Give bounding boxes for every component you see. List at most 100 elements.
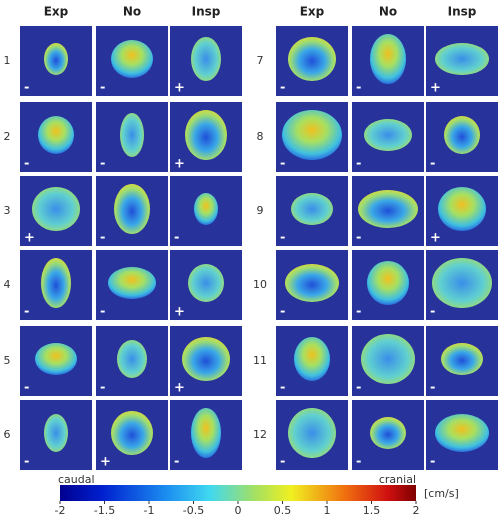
row-label: 5 <box>4 354 11 367</box>
sign: - <box>430 455 435 470</box>
sign: - <box>280 157 285 172</box>
flow-blob <box>358 190 418 228</box>
sign: - <box>356 455 361 470</box>
sign: + <box>430 81 441 96</box>
column-header: Insp <box>448 5 477 19</box>
sign: + <box>24 231 35 246</box>
tick-label: 0.5 <box>274 504 292 517</box>
flow-blob <box>38 116 74 154</box>
panels: Exp No Insp Exp No Insp 1 - - +2 - - +3 + - - 4 - - +5 - - +6 -… <box>4 5 498 470</box>
sign: + <box>174 381 185 396</box>
tick-label: -2 <box>55 504 66 517</box>
sign: + <box>174 305 185 320</box>
sign: + <box>430 231 441 246</box>
row-label: 8 <box>257 130 264 143</box>
colorbar-right-label: cranial <box>379 473 416 486</box>
flow-blob <box>35 343 77 375</box>
flow-blob <box>111 411 153 455</box>
column-header: No <box>123 5 141 19</box>
flow-blob <box>370 417 406 449</box>
sign: + <box>100 455 111 470</box>
flow-blob <box>108 267 156 299</box>
flow-blob <box>194 193 218 225</box>
flow-blob <box>41 258 71 308</box>
sign: + <box>174 81 185 96</box>
colorbar <box>60 485 416 501</box>
tick-label: 0 <box>235 504 242 517</box>
flow-blob <box>117 340 147 378</box>
sign: - <box>100 381 105 396</box>
sign: - <box>24 81 29 96</box>
row-label: 3 <box>4 204 11 217</box>
tick-label: 1.5 <box>363 504 381 517</box>
sign: - <box>24 381 29 396</box>
flow-blob <box>191 408 221 458</box>
flow-blob <box>288 37 336 81</box>
row-label: 7 <box>257 54 264 67</box>
sign: - <box>356 81 361 96</box>
flow-blob <box>435 43 489 75</box>
flow-blob <box>444 116 480 154</box>
row-label: 4 <box>4 278 11 291</box>
column-header: Exp <box>44 5 69 19</box>
flow-blob <box>291 193 333 225</box>
sign: - <box>280 231 285 246</box>
row-label: 11 <box>253 354 267 367</box>
sign: - <box>100 305 105 320</box>
sign: + <box>174 157 185 172</box>
column-header: No <box>379 5 397 19</box>
row-label: 1 <box>4 54 11 67</box>
flow-blob <box>191 37 221 81</box>
flow-blob <box>111 40 153 78</box>
sign: - <box>24 157 29 172</box>
sign: - <box>356 381 361 396</box>
flow-blob <box>367 261 409 305</box>
flow-blob <box>44 414 68 452</box>
flow-blob <box>285 264 339 302</box>
flow-blob <box>364 119 412 151</box>
tick-label: 1 <box>324 504 331 517</box>
sign: - <box>356 157 361 172</box>
sign: - <box>174 231 179 246</box>
colorbar-left-label: caudal <box>58 473 95 486</box>
flow-blob <box>294 337 330 381</box>
tick-label: 2 <box>413 504 420 517</box>
sign: - <box>280 305 285 320</box>
row-label: 9 <box>257 204 264 217</box>
tick-label: -1.5 <box>94 504 115 517</box>
tick-label: -1 <box>144 504 155 517</box>
flow-blob <box>185 110 227 160</box>
flow-blob <box>370 34 406 84</box>
sign: - <box>24 305 29 320</box>
flow-blob <box>432 258 492 308</box>
sign: - <box>100 81 105 96</box>
column-header: Exp <box>300 5 325 19</box>
flow-blob <box>182 337 230 381</box>
sign: - <box>100 231 105 246</box>
flow-blob <box>288 408 336 458</box>
sign: - <box>280 381 285 396</box>
sign: - <box>100 157 105 172</box>
sign: - <box>356 231 361 246</box>
flow-blob <box>438 187 486 231</box>
tick-label: -0.5 <box>183 504 204 517</box>
row-label: 12 <box>253 428 267 441</box>
sign: - <box>280 81 285 96</box>
row-label: 10 <box>253 278 267 291</box>
sign: - <box>430 381 435 396</box>
flow-blob <box>435 414 489 452</box>
flow-blob <box>361 334 415 384</box>
sign: - <box>280 455 285 470</box>
flow-blob <box>188 264 224 302</box>
flow-blob <box>114 184 150 234</box>
sign: - <box>174 455 179 470</box>
sign: - <box>430 305 435 320</box>
flow-blob <box>120 113 144 157</box>
flow-blob <box>441 343 483 375</box>
colorbar-unit: [cm/s] <box>424 487 459 500</box>
sign: - <box>430 157 435 172</box>
column-header: Insp <box>192 5 221 19</box>
sign: - <box>24 455 29 470</box>
flow-blob <box>44 43 68 75</box>
